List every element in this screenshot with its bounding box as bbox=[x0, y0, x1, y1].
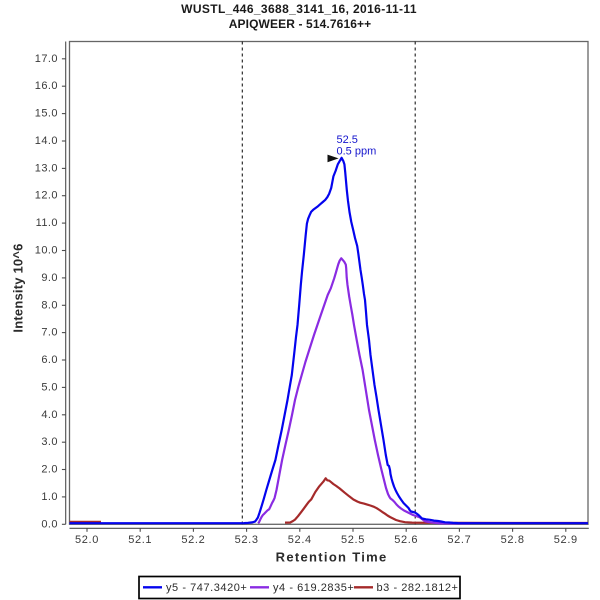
svg-text:12.0: 12.0 bbox=[35, 190, 58, 202]
svg-text:14.0: 14.0 bbox=[35, 135, 58, 147]
svg-text:10.0: 10.0 bbox=[35, 245, 58, 257]
svg-text:9.0: 9.0 bbox=[41, 272, 58, 284]
svg-text:52.0: 52.0 bbox=[75, 534, 99, 546]
svg-text:16.0: 16.0 bbox=[35, 80, 58, 92]
svg-text:52.3: 52.3 bbox=[235, 534, 259, 546]
svg-text:6.0: 6.0 bbox=[41, 354, 58, 366]
svg-text:52.4: 52.4 bbox=[288, 534, 312, 546]
svg-text:4.0: 4.0 bbox=[41, 409, 58, 421]
svg-text:52.2: 52.2 bbox=[181, 534, 205, 546]
svg-text:0.0: 0.0 bbox=[41, 518, 58, 530]
svg-text:2.0: 2.0 bbox=[41, 464, 58, 476]
svg-text:52.7: 52.7 bbox=[447, 534, 471, 546]
svg-text:b3 - 282.1812+: b3 - 282.1812+ bbox=[377, 582, 459, 594]
svg-text:52.5: 52.5 bbox=[341, 534, 365, 546]
svg-text:17.0: 17.0 bbox=[35, 53, 58, 65]
svg-text:52.1: 52.1 bbox=[128, 534, 152, 546]
svg-text:Retention Time: Retention Time bbox=[276, 549, 388, 564]
svg-text:52.9: 52.9 bbox=[554, 534, 578, 546]
svg-text:52.5: 52.5 bbox=[337, 134, 358, 146]
svg-text:7.0: 7.0 bbox=[41, 327, 58, 339]
svg-text:y4 - 619.2835+: y4 - 619.2835+ bbox=[273, 582, 354, 594]
svg-text:0.5 ppm: 0.5 ppm bbox=[337, 146, 377, 158]
svg-text:APIQWEER - 514.7616++: APIQWEER - 514.7616++ bbox=[229, 17, 372, 31]
svg-text:3.0: 3.0 bbox=[41, 436, 58, 448]
svg-text:52.6: 52.6 bbox=[394, 534, 418, 546]
svg-text:Intensity 10^6: Intensity 10^6 bbox=[11, 243, 26, 332]
svg-text:11.0: 11.0 bbox=[36, 217, 58, 229]
svg-text:15.0: 15.0 bbox=[35, 108, 58, 120]
svg-text:52.8: 52.8 bbox=[501, 534, 525, 546]
svg-text:8.0: 8.0 bbox=[41, 299, 58, 311]
svg-text:13.0: 13.0 bbox=[35, 162, 58, 174]
svg-text:5.0: 5.0 bbox=[41, 381, 58, 393]
svg-text:WUSTL_446_3688_3141_16, 2016-1: WUSTL_446_3688_3141_16, 2016-11-11 bbox=[181, 2, 417, 16]
svg-text:1.0: 1.0 bbox=[41, 491, 58, 503]
svg-text:y5 - 747.3420+: y5 - 747.3420+ bbox=[166, 582, 247, 594]
